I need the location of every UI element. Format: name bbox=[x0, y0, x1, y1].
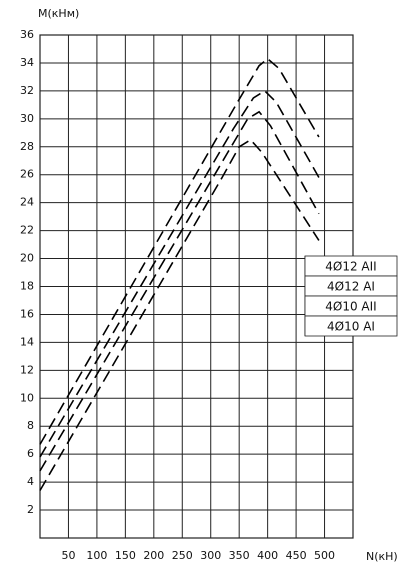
x-tick-label: 450 bbox=[286, 549, 307, 562]
y-tick-label: 18 bbox=[20, 280, 34, 293]
series-line bbox=[39, 138, 320, 491]
legend-label: 4Ø10 AI bbox=[327, 320, 375, 334]
y-tick-label: 32 bbox=[20, 84, 34, 97]
y-tick-label: 10 bbox=[20, 391, 34, 404]
y-tick-label: 8 bbox=[27, 419, 34, 432]
x-tick-label: 300 bbox=[200, 549, 221, 562]
y-tick-label: 22 bbox=[20, 224, 34, 237]
x-axis-label: N(кН) bbox=[366, 550, 398, 563]
series-line bbox=[39, 110, 320, 472]
y-tick-label: 16 bbox=[20, 307, 34, 320]
y-tick-label: 2 bbox=[27, 503, 34, 516]
y-tick-label: 26 bbox=[20, 168, 34, 181]
series-line bbox=[39, 57, 320, 445]
x-tick-label: 350 bbox=[229, 549, 250, 562]
y-axis-label: M(кНм) bbox=[38, 7, 79, 20]
x-tick-label: 100 bbox=[86, 549, 107, 562]
y-tick-label: 34 bbox=[20, 56, 34, 69]
x-tick-label: 500 bbox=[314, 549, 335, 562]
x-tick-label: 400 bbox=[257, 549, 278, 562]
y-tick-label: 24 bbox=[20, 196, 34, 209]
x-tick-label: 200 bbox=[143, 549, 164, 562]
legend-label: 4Ø10 AII bbox=[325, 300, 376, 314]
y-tick-label: 36 bbox=[20, 28, 34, 41]
y-tick-label: 6 bbox=[27, 447, 34, 460]
series-line bbox=[39, 89, 320, 458]
x-tick-label: 150 bbox=[115, 549, 136, 562]
legend-label: 4Ø12 AI bbox=[327, 280, 375, 294]
y-tick-label: 12 bbox=[20, 363, 34, 376]
y-tick-label: 4 bbox=[27, 475, 34, 488]
legend-cell bbox=[304, 315, 398, 337]
x-tick-label: 250 bbox=[172, 549, 193, 562]
y-tick-label: 14 bbox=[20, 335, 34, 348]
y-tick-label: 20 bbox=[20, 252, 34, 265]
x-tick-label: 50 bbox=[61, 549, 75, 562]
y-tick-label: 28 bbox=[20, 140, 34, 153]
y-tick-label: 30 bbox=[20, 112, 34, 125]
legend-label: 4Ø12 AII bbox=[325, 260, 376, 274]
